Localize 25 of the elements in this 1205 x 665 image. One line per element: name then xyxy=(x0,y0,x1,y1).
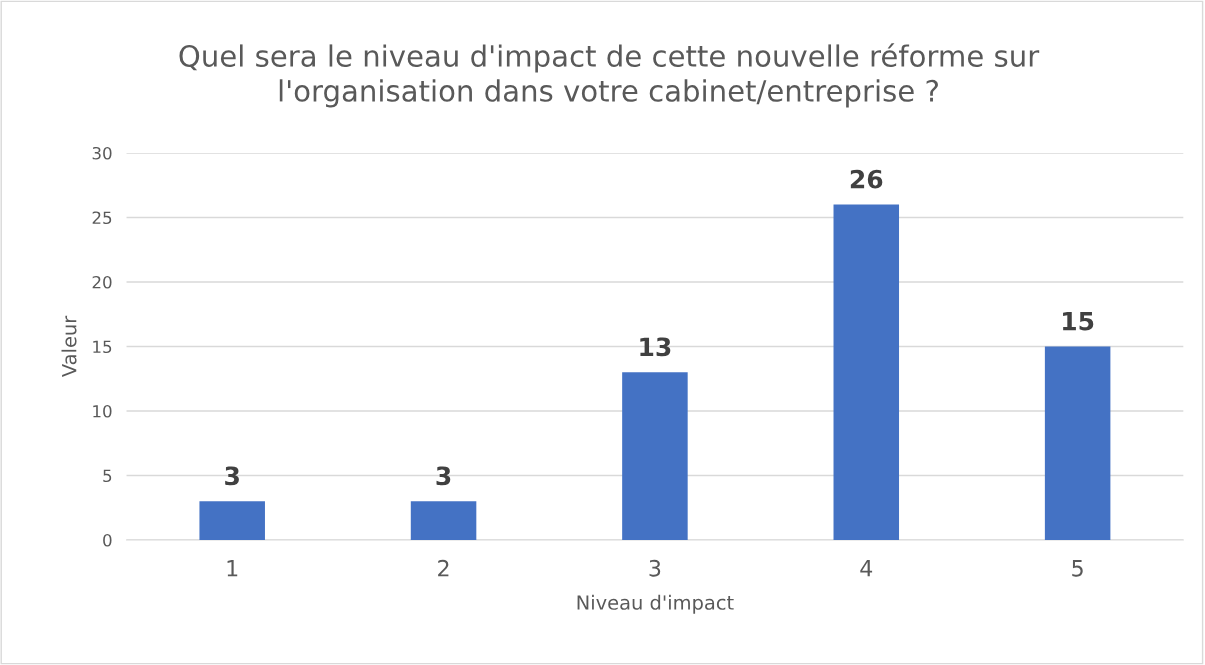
bar xyxy=(833,204,900,540)
data-label: 3 xyxy=(436,466,451,486)
x-tick-label: 4 xyxy=(860,560,873,577)
y-tick-label: 30 xyxy=(92,146,112,160)
data-label: 15 xyxy=(1063,311,1094,331)
x-tick-label: 1 xyxy=(227,560,238,577)
x-tick-label: 2 xyxy=(438,559,449,577)
x-tick-label: 3 xyxy=(649,559,661,577)
chart-title: Quel sera le niveau d'impact de cette nouvelle réforme sur l'organisation dans votre cabinet/entreprise ? xyxy=(179,43,1040,108)
x-tick-label: 5 xyxy=(1072,560,1083,577)
y-tick-label: 5 xyxy=(103,469,112,483)
bar xyxy=(199,501,265,540)
y-axis-title: Valeur xyxy=(61,315,77,378)
y-tick-label: 10 xyxy=(93,404,112,418)
y-tick-label: 0 xyxy=(103,533,112,547)
y-tick-label: 20 xyxy=(92,275,112,289)
data-label: 13 xyxy=(640,337,671,357)
x-axis-title: Niveau d'impact xyxy=(577,594,734,614)
y-tick-label: 15 xyxy=(93,340,112,354)
bar xyxy=(410,501,477,540)
bar xyxy=(1044,346,1111,540)
bar xyxy=(622,372,688,540)
data-label: 26 xyxy=(850,169,883,189)
data-label: 3 xyxy=(225,466,239,486)
y-tick-label: 25 xyxy=(92,211,112,225)
